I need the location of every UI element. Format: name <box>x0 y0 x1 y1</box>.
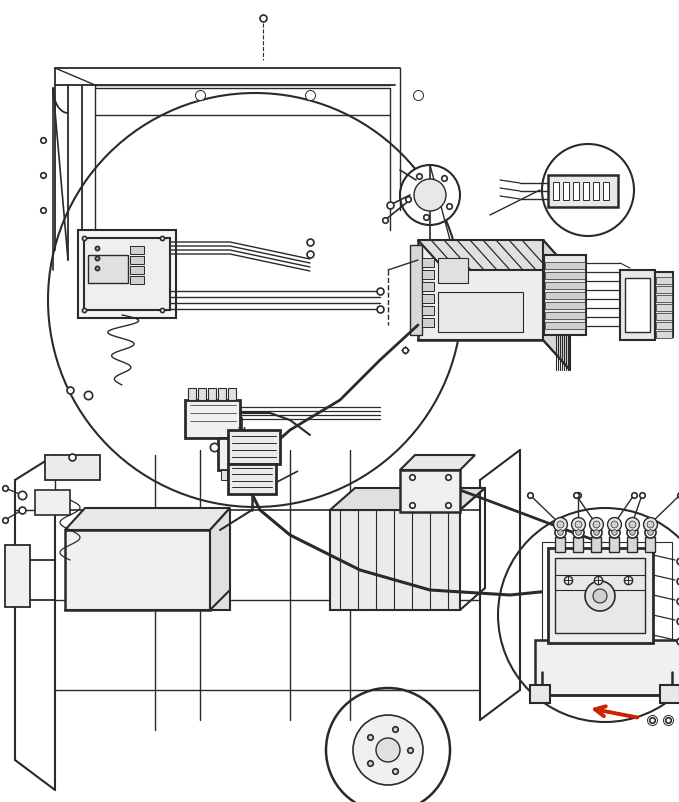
Polygon shape <box>330 488 485 510</box>
Bar <box>545 312 585 319</box>
Bar <box>130 256 144 264</box>
Bar <box>218 438 266 470</box>
Bar <box>228 430 280 464</box>
Bar <box>620 270 655 340</box>
Circle shape <box>376 738 400 762</box>
Bar <box>591 537 601 552</box>
Bar <box>78 230 176 318</box>
Bar <box>656 277 672 284</box>
Bar <box>438 258 468 283</box>
Polygon shape <box>400 455 475 470</box>
Bar <box>548 548 653 643</box>
Bar <box>208 388 216 400</box>
Polygon shape <box>210 508 230 610</box>
Bar <box>228 388 236 400</box>
Circle shape <box>326 688 450 802</box>
Bar <box>545 282 585 289</box>
Bar <box>418 240 543 340</box>
Circle shape <box>400 165 460 225</box>
Bar <box>656 313 672 320</box>
Bar <box>410 245 422 335</box>
Circle shape <box>48 93 462 507</box>
Bar <box>660 685 679 703</box>
Bar <box>603 182 609 200</box>
Bar <box>218 388 226 400</box>
Bar <box>198 388 206 400</box>
Bar <box>573 537 583 552</box>
Bar <box>88 255 128 283</box>
Bar <box>544 255 586 335</box>
Bar <box>45 455 100 480</box>
Bar <box>545 272 585 279</box>
Bar <box>422 318 434 327</box>
Bar <box>593 182 599 200</box>
Bar <box>542 542 672 672</box>
Bar <box>655 272 673 337</box>
Bar <box>422 294 434 303</box>
Bar <box>555 537 565 552</box>
Bar <box>422 306 434 315</box>
Polygon shape <box>418 240 570 270</box>
Bar <box>627 537 637 552</box>
Bar <box>656 331 672 338</box>
Circle shape <box>593 589 607 603</box>
Bar <box>555 558 645 633</box>
Bar <box>5 545 30 607</box>
Bar <box>130 246 144 254</box>
Bar <box>656 304 672 311</box>
Bar <box>221 470 227 480</box>
Bar <box>130 276 144 284</box>
Circle shape <box>498 508 679 722</box>
Circle shape <box>353 715 423 785</box>
Bar <box>656 286 672 293</box>
Bar <box>545 322 585 329</box>
Bar <box>625 278 650 332</box>
Bar <box>330 510 460 610</box>
Bar <box>573 182 579 200</box>
Bar <box>251 470 257 480</box>
Bar <box>553 182 559 200</box>
Bar <box>130 266 144 274</box>
Bar <box>422 282 434 291</box>
Bar <box>609 537 619 552</box>
Bar <box>65 530 210 610</box>
Bar <box>228 464 276 494</box>
Circle shape <box>585 581 615 611</box>
Bar <box>535 640 679 695</box>
Bar <box>400 470 460 512</box>
Bar <box>656 322 672 329</box>
Bar <box>530 685 550 703</box>
Bar <box>645 537 655 552</box>
Bar <box>185 400 240 438</box>
Bar <box>241 470 247 480</box>
Bar <box>656 295 672 302</box>
Bar <box>422 270 434 279</box>
Bar <box>84 238 170 310</box>
Bar <box>545 292 585 299</box>
Bar <box>545 262 585 269</box>
Bar <box>422 258 434 267</box>
Bar <box>188 388 196 400</box>
Bar <box>583 182 589 200</box>
Circle shape <box>414 179 446 211</box>
Bar <box>548 175 618 207</box>
Bar <box>35 490 70 515</box>
Bar <box>545 302 585 309</box>
Bar <box>231 470 237 480</box>
Polygon shape <box>65 508 230 530</box>
Polygon shape <box>543 240 570 370</box>
Bar <box>563 182 569 200</box>
Bar <box>438 292 523 332</box>
Circle shape <box>542 144 634 236</box>
